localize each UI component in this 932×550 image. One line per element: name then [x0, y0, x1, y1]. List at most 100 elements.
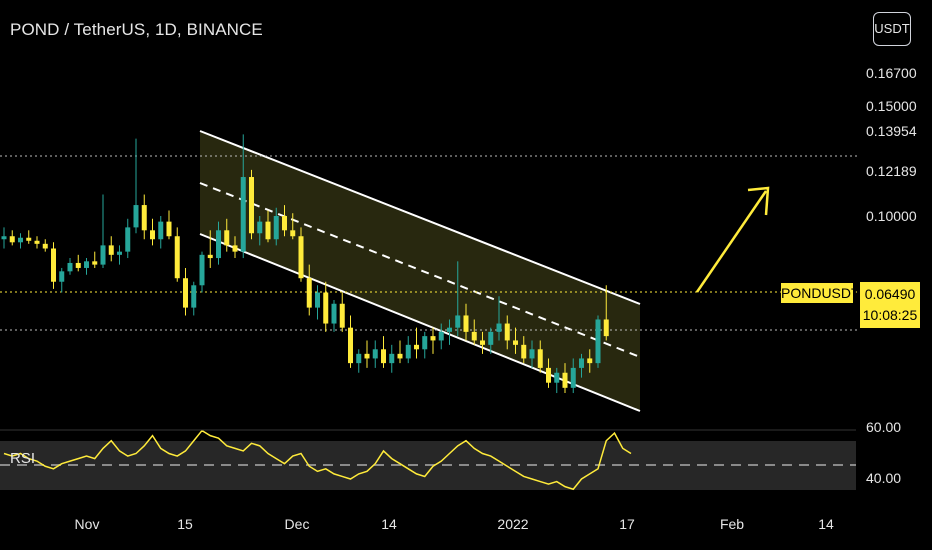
- last-price-tag: 0.06490 10:08:25: [860, 282, 920, 328]
- candle-body: [207, 254, 213, 259]
- candle-body: [521, 344, 527, 359]
- y-tick-label: 0.10000: [866, 208, 917, 224]
- candle-body: [356, 353, 362, 364]
- candle-body: [290, 230, 296, 237]
- candle-body: [166, 221, 172, 237]
- candle-body: [562, 372, 568, 388]
- candle-body: [232, 245, 238, 252]
- candle-body: [257, 221, 263, 234]
- candles: [1, 134, 609, 394]
- candle-body: [265, 221, 271, 240]
- descending-channel: [200, 131, 640, 411]
- candle-body: [133, 205, 139, 228]
- candle-body: [125, 227, 131, 252]
- candle-body: [100, 245, 106, 265]
- candle-body: [240, 177, 246, 252]
- candle-body: [480, 340, 485, 345]
- candle-body: [463, 315, 469, 332]
- candle-body: [529, 349, 535, 359]
- candle-body: [1, 236, 7, 240]
- candle-body: [595, 319, 601, 364]
- candle-body: [92, 261, 98, 265]
- candle-body: [224, 230, 230, 246]
- channel-mid-line: [199, 182, 641, 358]
- candle-body: [438, 331, 444, 341]
- candle-body: [117, 251, 122, 255]
- rsi-tick-label: 40.00: [866, 470, 901, 486]
- candle-body: [348, 327, 353, 364]
- last-price-value: 0.06490: [864, 286, 916, 302]
- candle-body: [174, 236, 180, 279]
- candle-body: [75, 262, 81, 268]
- candle-body: [579, 358, 584, 368]
- y-tick-label: 0.16700: [866, 65, 917, 81]
- x-tick-label: 2022: [497, 516, 528, 532]
- y-tick-label: 0.12189: [866, 163, 917, 179]
- candle-body: [389, 353, 395, 364]
- candle-body: [150, 230, 155, 240]
- y-tick-label: 0.15000: [866, 98, 917, 114]
- candle-body: [554, 372, 560, 383]
- x-tick-label: 17: [619, 516, 635, 532]
- candle-body: [282, 216, 287, 231]
- candle-body: [315, 292, 320, 308]
- x-tick-label: Nov: [75, 516, 100, 532]
- candle-body: [331, 303, 337, 324]
- candle-body: [199, 254, 205, 286]
- x-tick-label: Dec: [285, 516, 310, 532]
- candle-body: [587, 358, 593, 364]
- candle-body: [51, 248, 56, 282]
- y-tick-label: 0.13954: [866, 123, 917, 139]
- candle-body: [59, 271, 65, 282]
- forecast-arrow: [695, 186, 770, 293]
- rsi-tick-label: 60.00: [866, 419, 901, 435]
- candle-body: [488, 331, 494, 345]
- candle-body: [381, 349, 386, 364]
- candle-body: [249, 177, 254, 234]
- candle-body: [364, 353, 370, 359]
- candle-body: [603, 319, 609, 337]
- candle-body: [18, 237, 23, 243]
- candle-body: [471, 331, 477, 341]
- candle-body: [84, 261, 89, 268]
- candle-body: [447, 327, 452, 332]
- candle-body: [397, 353, 403, 359]
- channel-upper-line: [199, 130, 641, 305]
- candle-body: [108, 245, 114, 255]
- candle-body: [191, 285, 197, 308]
- symbol-badge: PONDUSDT: [781, 283, 860, 303]
- candle-body: [42, 243, 48, 249]
- rsi-line: [3, 429, 632, 491]
- candle-body: [34, 240, 40, 244]
- x-tick-label: Feb: [720, 516, 744, 532]
- x-axis: Nov 15 Dec 14 2022 17 Feb 14: [75, 516, 834, 532]
- currency-button[interactable]: USDT: [873, 12, 911, 46]
- candle-body: [513, 340, 518, 345]
- x-tick-label: 14: [818, 516, 834, 532]
- candle-body: [504, 323, 510, 341]
- candle-body: [496, 323, 502, 332]
- candle-body: [141, 205, 147, 231]
- chart-title: POND / TetherUS, 1D, BINANCE: [10, 20, 263, 39]
- y-axis[interactable]: 0.16700 0.15000 0.13954 0.12189 0.10000 60.00…: [866, 65, 917, 486]
- x-tick-label: 14: [381, 516, 397, 532]
- candle-body: [9, 236, 15, 243]
- candle-body: [455, 315, 461, 328]
- x-tick-label: 15: [177, 516, 193, 532]
- candle-body: [67, 262, 73, 272]
- candle-body: [546, 367, 551, 383]
- candle-body: [158, 221, 164, 240]
- candle-body: [26, 237, 32, 241]
- candle-body: [183, 278, 188, 308]
- candle-body: [306, 278, 312, 308]
- candle-body: [298, 236, 304, 279]
- candle-body: [405, 344, 411, 359]
- candle-body: [430, 336, 436, 341]
- bar-countdown: 10:08:25: [862, 307, 918, 323]
- rsi-label: RSI: [10, 450, 36, 467]
- candle-body: [414, 344, 419, 350]
- candle-body: [273, 216, 279, 240]
- candle-body: [422, 336, 428, 350]
- candle-body: [570, 367, 576, 388]
